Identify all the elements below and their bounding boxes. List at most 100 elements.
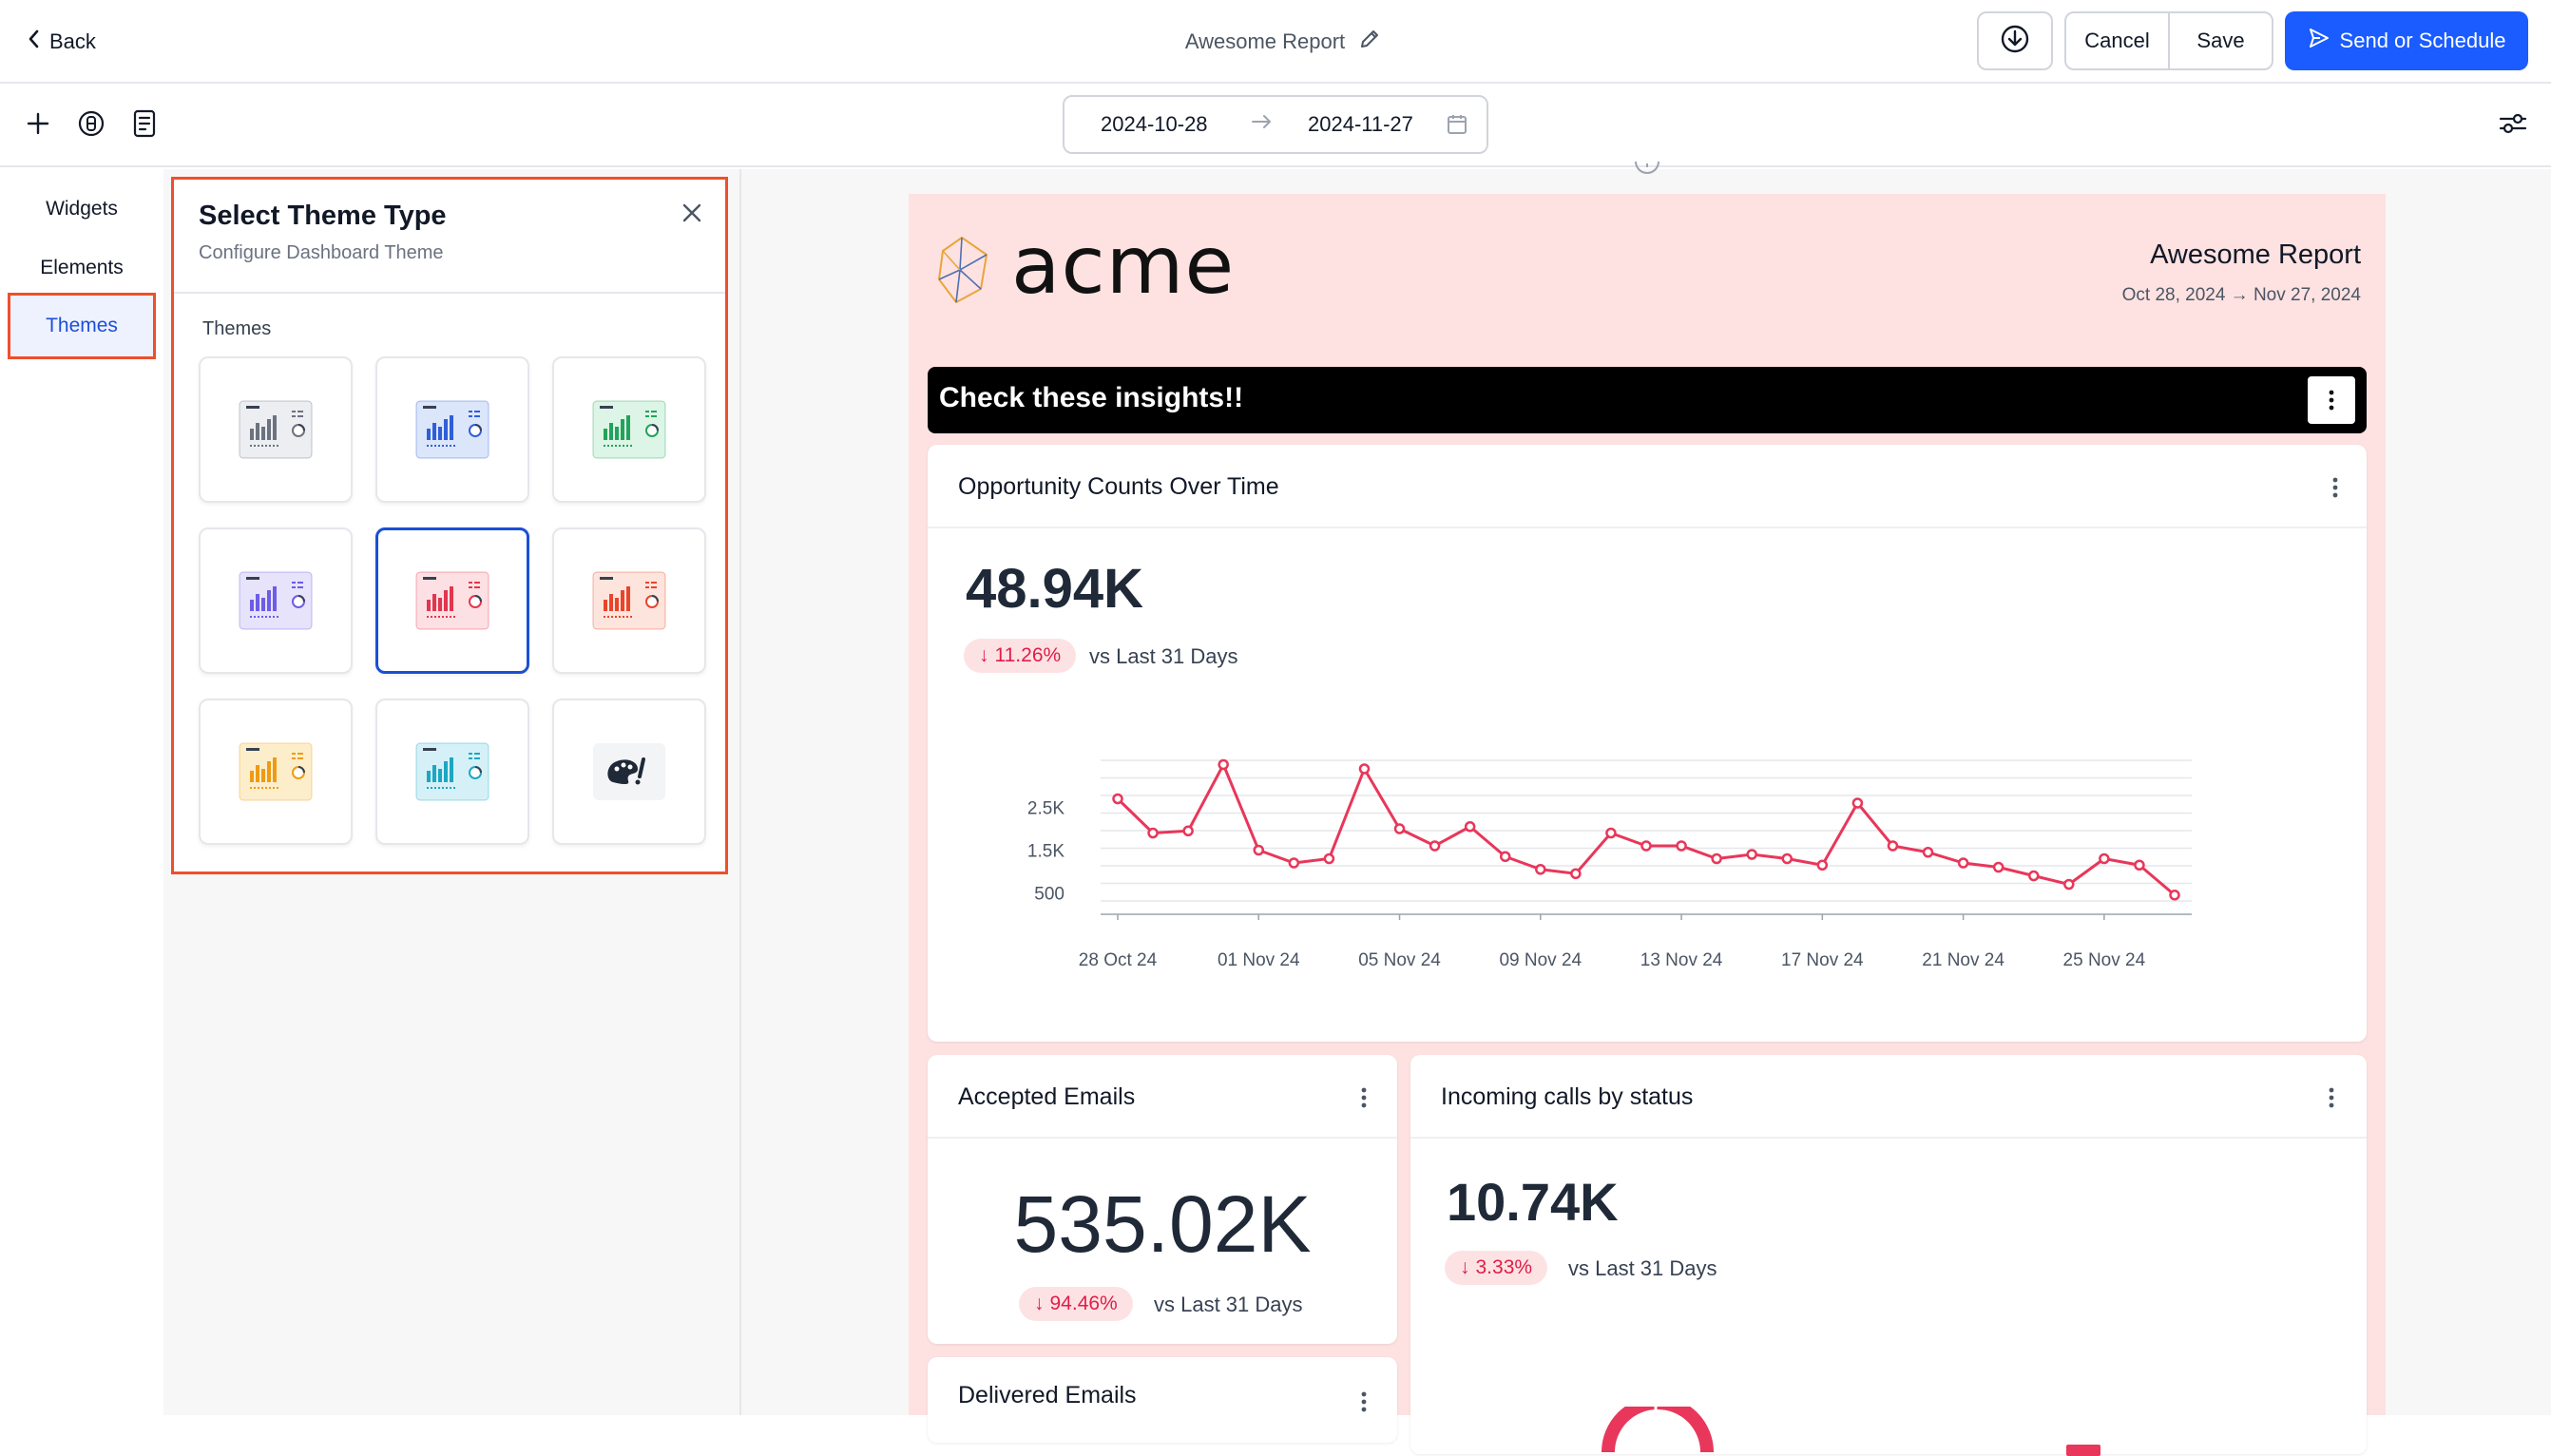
data-point [1535,864,1546,875]
report-title-editor[interactable]: Awesome Report [1141,23,1426,61]
delta-badge: ↓ 11.26% [964,639,1077,673]
data-point [2134,859,2145,871]
delta-value: 11.26% [994,644,1062,666]
data-point [1746,849,1757,860]
kpi-value: 535.02K [1013,1179,1312,1269]
close-icon[interactable] [678,199,706,227]
delta-value: 94.46% [1049,1293,1118,1314]
chart-theme-icon [592,571,666,630]
download-button[interactable] [1977,11,2053,70]
nav-item-elements[interactable]: Elements [40,257,124,278]
theme-option-blue[interactable] [375,356,529,503]
calendar-icon[interactable] [1447,113,1467,142]
x-tick-label: 21 Nov 24 [1922,950,2004,970]
date-start[interactable]: 2024-10-28 [1101,112,1208,136]
acme-logo-icon [935,234,992,311]
delivered-emails-card[interactable]: Delivered Emails [928,1357,1397,1443]
theme-option-violet[interactable] [199,527,353,674]
delta-badge: ↓ 94.46% [1019,1287,1133,1321]
document-icon[interactable] [125,105,163,143]
x-tick-label: 17 Nov 24 [1781,950,1864,970]
top-bar: Back Awesome Report Cancel Save Send or … [0,0,2551,84]
save-button[interactable]: Save [2168,13,2272,68]
chart-theme-icon [415,742,489,801]
report-title: Awesome Report [1184,29,1346,53]
donut-chart-partial [1602,1407,1714,1453]
themes-section-label: Themes [202,318,272,339]
data-point [2063,878,2075,891]
data-point [1464,821,1476,833]
data-point [2099,853,2110,865]
card-divider [928,527,2367,528]
theme-option-amber[interactable] [199,699,353,845]
x-tick-label: 28 Oct 24 [1079,950,1158,970]
cancel-button[interactable]: Cancel [2084,29,2150,52]
info-icon[interactable] [1634,161,1660,182]
x-tick-label: 13 Nov 24 [1640,950,1723,970]
date-range-picker[interactable]: 2024-10-28 2024-11-27 [1063,95,1488,154]
chart-theme-icon [415,400,489,459]
nav-item-widgets[interactable]: Widgets [46,198,118,220]
x-tick-label: 09 Nov 24 [1499,950,1582,970]
card-divider [928,1137,1397,1139]
plus-icon[interactable] [19,105,57,143]
left-nav: Widgets Elements Themes [0,169,163,1415]
data-point [1711,853,1722,865]
opportunity-card[interactable]: Opportunity Counts Over Time 48.94K ↓ 11… [928,445,2367,1042]
incoming-calls-card[interactable]: Incoming calls by status 10.74K ↓ 3.33% … [1410,1055,2367,1456]
kebab-menu-icon[interactable] [1361,1391,1380,1416]
chart-theme-icon [415,571,489,630]
theme-option-orange-red[interactable] [552,527,706,674]
theme-option-custom[interactable] [552,699,706,845]
palette-icon [593,743,665,800]
accepted-emails-card[interactable]: Accepted Emails 535.02K ↓ 94.46% vs Last… [928,1055,1397,1344]
kpi-value: 48.94K [966,558,1144,620]
kebab-menu-icon[interactable] [2329,1087,2348,1112]
delta-value: 3.33% [1475,1256,1533,1278]
badge-icon[interactable] [72,105,110,143]
data-point [1781,853,1793,865]
settings-sliders-icon[interactable] [2494,105,2532,143]
arrow-down-icon: ↓ [1460,1256,1470,1278]
pencil-icon[interactable] [1358,28,1381,56]
card-title: Delivered Emails [958,1382,1137,1408]
kebab-menu-icon[interactable] [2308,376,2355,424]
data-point [1182,825,1194,836]
send-or-schedule-button[interactable]: Send or Schedule [2285,11,2528,70]
x-tick-label: 01 Nov 24 [1218,950,1300,970]
cancel-save-group: Cancel Save [2064,11,2273,70]
report-heading: Awesome Report [2150,239,2361,270]
card-divider [1410,1137,2367,1139]
data-point [1112,793,1123,805]
data-point [2169,890,2180,901]
kebab-menu-icon[interactable] [2332,477,2351,502]
logo-text: acme [1011,219,1236,312]
theme-option-cyan[interactable] [375,699,529,845]
data-point [1640,840,1652,852]
x-tick-label: 25 Nov 24 [2063,950,2146,970]
panel-divider [174,292,725,294]
x-tick-label: 05 Nov 24 [1358,950,1441,970]
card-title: Accepted Emails [958,1083,1136,1110]
y-tick-label: 1.5K [1027,842,1065,862]
legend-swatch [2066,1445,2100,1456]
theme-option-red[interactable] [375,527,529,674]
kebab-menu-icon[interactable] [1361,1087,1380,1112]
theme-option-gray[interactable] [199,356,353,503]
theme-option-green[interactable] [552,356,706,503]
date-end[interactable]: 2024-11-27 [1308,112,1413,136]
kpi-value: 10.74K [1447,1172,1619,1232]
arrow-down-icon: ↓ [1034,1293,1045,1314]
nav-item-themes[interactable]: Themes [8,293,156,359]
report-preview: acme Awesome Report Oct 28, 2024 → Nov 2… [909,194,2386,1456]
delta-badge: ↓ 3.33% [1445,1251,1548,1285]
chart-theme-icon [592,400,666,459]
data-point [1147,827,1159,839]
insights-banner[interactable]: Check these insights!! [928,367,2367,433]
data-point [1676,840,1687,852]
banner-text: Check these insights!! [939,382,1244,413]
send-label: Send or Schedule [2339,29,2506,52]
canvas-toolbar: 2024-10-28 2024-11-27 [0,84,2551,167]
chart-theme-icon [239,571,313,630]
back-button[interactable]: Back [27,23,96,61]
